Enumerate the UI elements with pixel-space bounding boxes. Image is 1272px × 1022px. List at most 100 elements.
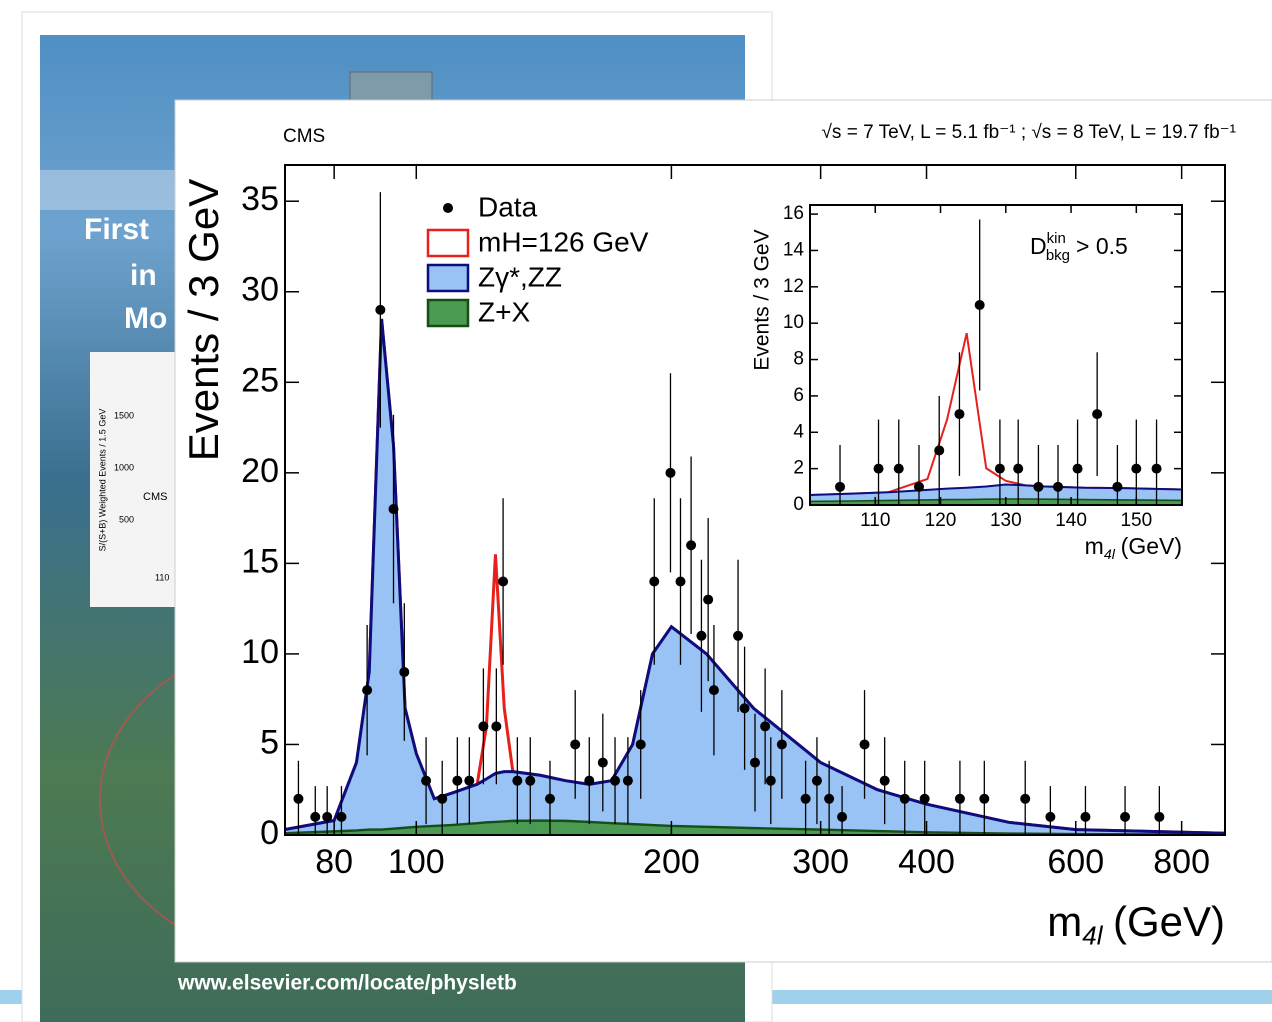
label-text: (GeV): [1121, 533, 1182, 559]
data-point: [913, 481, 924, 492]
label-sub: 4l: [1082, 920, 1103, 950]
x-tick-label: 120: [925, 510, 957, 531]
legend-label: Data: [478, 191, 538, 222]
cover-text: First: [84, 213, 149, 246]
data-point: [399, 667, 410, 678]
data-point: [525, 775, 536, 786]
data-point: [1092, 409, 1103, 420]
data-point: [873, 463, 884, 474]
data-point: [824, 793, 835, 804]
x-tick-label: 300: [792, 843, 849, 881]
data-point: [293, 793, 304, 804]
data-point: [512, 775, 523, 786]
data-point: [994, 463, 1005, 474]
cover-chart: [90, 352, 180, 607]
data-point: [760, 721, 771, 732]
plot-area: [810, 219, 1182, 505]
y-tick-label: 5: [260, 723, 279, 761]
x-axis-label: m4l (GeV): [1047, 898, 1225, 950]
cover-chart-text: S/(S+B) Weighted Events / 1.5 GeV: [97, 409, 107, 552]
y-tick-label: 20: [241, 452, 279, 490]
label-text: (GeV): [1113, 898, 1225, 945]
data-point: [1120, 811, 1131, 822]
data-point: [388, 504, 399, 515]
cover-chart-text: 1000: [114, 462, 134, 472]
x-axis-label: m4l (GeV): [1085, 533, 1182, 563]
y-tick-label: 0: [260, 814, 279, 852]
data-point: [570, 739, 581, 750]
data-point: [1072, 463, 1083, 474]
y-tick-label: 2: [793, 458, 804, 479]
label-base: m: [1047, 898, 1082, 945]
data-point: [1033, 481, 1044, 492]
data-point: [879, 775, 890, 786]
x-tick-label: 110: [860, 510, 890, 531]
y-tick-label: 16: [783, 203, 804, 224]
cover-chart-text: 110: [155, 572, 169, 582]
data-point: [1080, 811, 1091, 822]
legend-swatch: [426, 228, 470, 258]
frame: [284, 164, 1226, 836]
data-point: [979, 793, 990, 804]
zz-line: [810, 483, 1182, 496]
zx-line: [810, 498, 1182, 503]
label-sub: 4l: [1104, 547, 1116, 563]
data-point: [498, 576, 509, 587]
data-point: [437, 793, 448, 804]
data-point: [375, 304, 386, 315]
subtitle: √s = 7 TeV, L = 5.1 fb⁻¹ ; √s = 8 TeV, L…: [822, 122, 1237, 143]
data-point: [675, 576, 686, 587]
data-point: [1154, 811, 1165, 822]
x-tick-label: 130: [990, 510, 1022, 531]
cover-chart-text: 1500: [114, 410, 134, 420]
data-point: [837, 811, 848, 822]
data-point: [310, 811, 321, 822]
data-point: [421, 775, 432, 786]
x-tick-label: 140: [1055, 510, 1087, 531]
y-tick-label: 8: [793, 349, 804, 370]
plot-area: [285, 192, 1225, 835]
x-tick-label: 100: [388, 843, 445, 881]
data-point: [597, 757, 608, 768]
data-point: [622, 775, 633, 786]
data-point: [544, 793, 555, 804]
y-tick-label: 12: [783, 276, 804, 297]
y-axis-label: Events / 3 GeV: [751, 229, 774, 370]
data-point: [739, 703, 750, 714]
data-point: [696, 630, 707, 641]
data-point: [1131, 463, 1142, 474]
legend-marker: [443, 203, 453, 213]
x-tick-label: 400: [898, 843, 955, 881]
legend-label: Z+X: [478, 296, 530, 327]
data-point: [610, 775, 621, 786]
legend-label: mH=126 GeV: [478, 226, 649, 257]
cover-text: Mo: [124, 302, 167, 335]
data-point: [954, 793, 965, 804]
data-point: [635, 739, 646, 750]
cover-chart-text: 500: [119, 514, 134, 524]
data-point: [1013, 463, 1024, 474]
chart: 0 2 4 6 8 10 12 14 16 110 120 130 140 150 m4l (GeV) Dkin…: [783, 203, 1183, 563]
data-point: [765, 775, 776, 786]
y-tick-label: 6: [793, 385, 804, 406]
data-point: [835, 481, 846, 492]
y-tick-label: 10: [783, 312, 804, 333]
data-point: [1020, 793, 1031, 804]
data-point: [649, 576, 660, 587]
data-point: [800, 793, 811, 804]
y-axis-label: Events / 3 GeV: [180, 179, 227, 461]
data-point: [811, 775, 822, 786]
data-point: [665, 467, 676, 478]
label-base: m: [1085, 533, 1104, 559]
data-point: [919, 793, 930, 804]
data-point: [703, 594, 714, 605]
cover-chart-text: CMS: [143, 491, 167, 503]
legend-swatch: [426, 298, 470, 328]
data-point: [954, 409, 965, 420]
y-tick-label: 10: [241, 633, 279, 671]
data-point: [1053, 481, 1063, 492]
